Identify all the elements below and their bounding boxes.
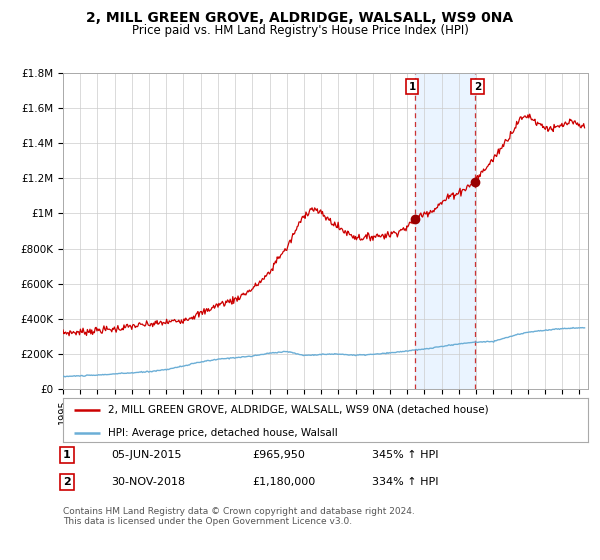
Text: 2, MILL GREEN GROVE, ALDRIDGE, WALSALL, WS9 0NA (detached house): 2, MILL GREEN GROVE, ALDRIDGE, WALSALL, … [107,405,488,415]
Text: 1: 1 [409,82,416,92]
Text: 05-JUN-2015: 05-JUN-2015 [111,450,182,460]
Text: 1: 1 [63,450,71,460]
Text: 2: 2 [473,82,481,92]
Text: £1,180,000: £1,180,000 [252,477,315,487]
Text: Contains HM Land Registry data © Crown copyright and database right 2024.
This d: Contains HM Land Registry data © Crown c… [63,507,415,526]
Bar [415,73,475,389]
Text: 345% ↑ HPI: 345% ↑ HPI [372,450,439,460]
Text: 2, MILL GREEN GROVE, ALDRIDGE, WALSALL, WS9 0NA: 2, MILL GREEN GROVE, ALDRIDGE, WALSALL, … [86,11,514,25]
Text: £965,950: £965,950 [252,450,305,460]
Text: Price paid vs. HM Land Registry's House Price Index (HPI): Price paid vs. HM Land Registry's House … [131,24,469,36]
Text: 334% ↑ HPI: 334% ↑ HPI [372,477,439,487]
Text: 30-NOV-2018: 30-NOV-2018 [111,477,185,487]
Text: 2: 2 [63,477,71,487]
Text: HPI: Average price, detached house, Walsall: HPI: Average price, detached house, Wals… [107,427,337,437]
